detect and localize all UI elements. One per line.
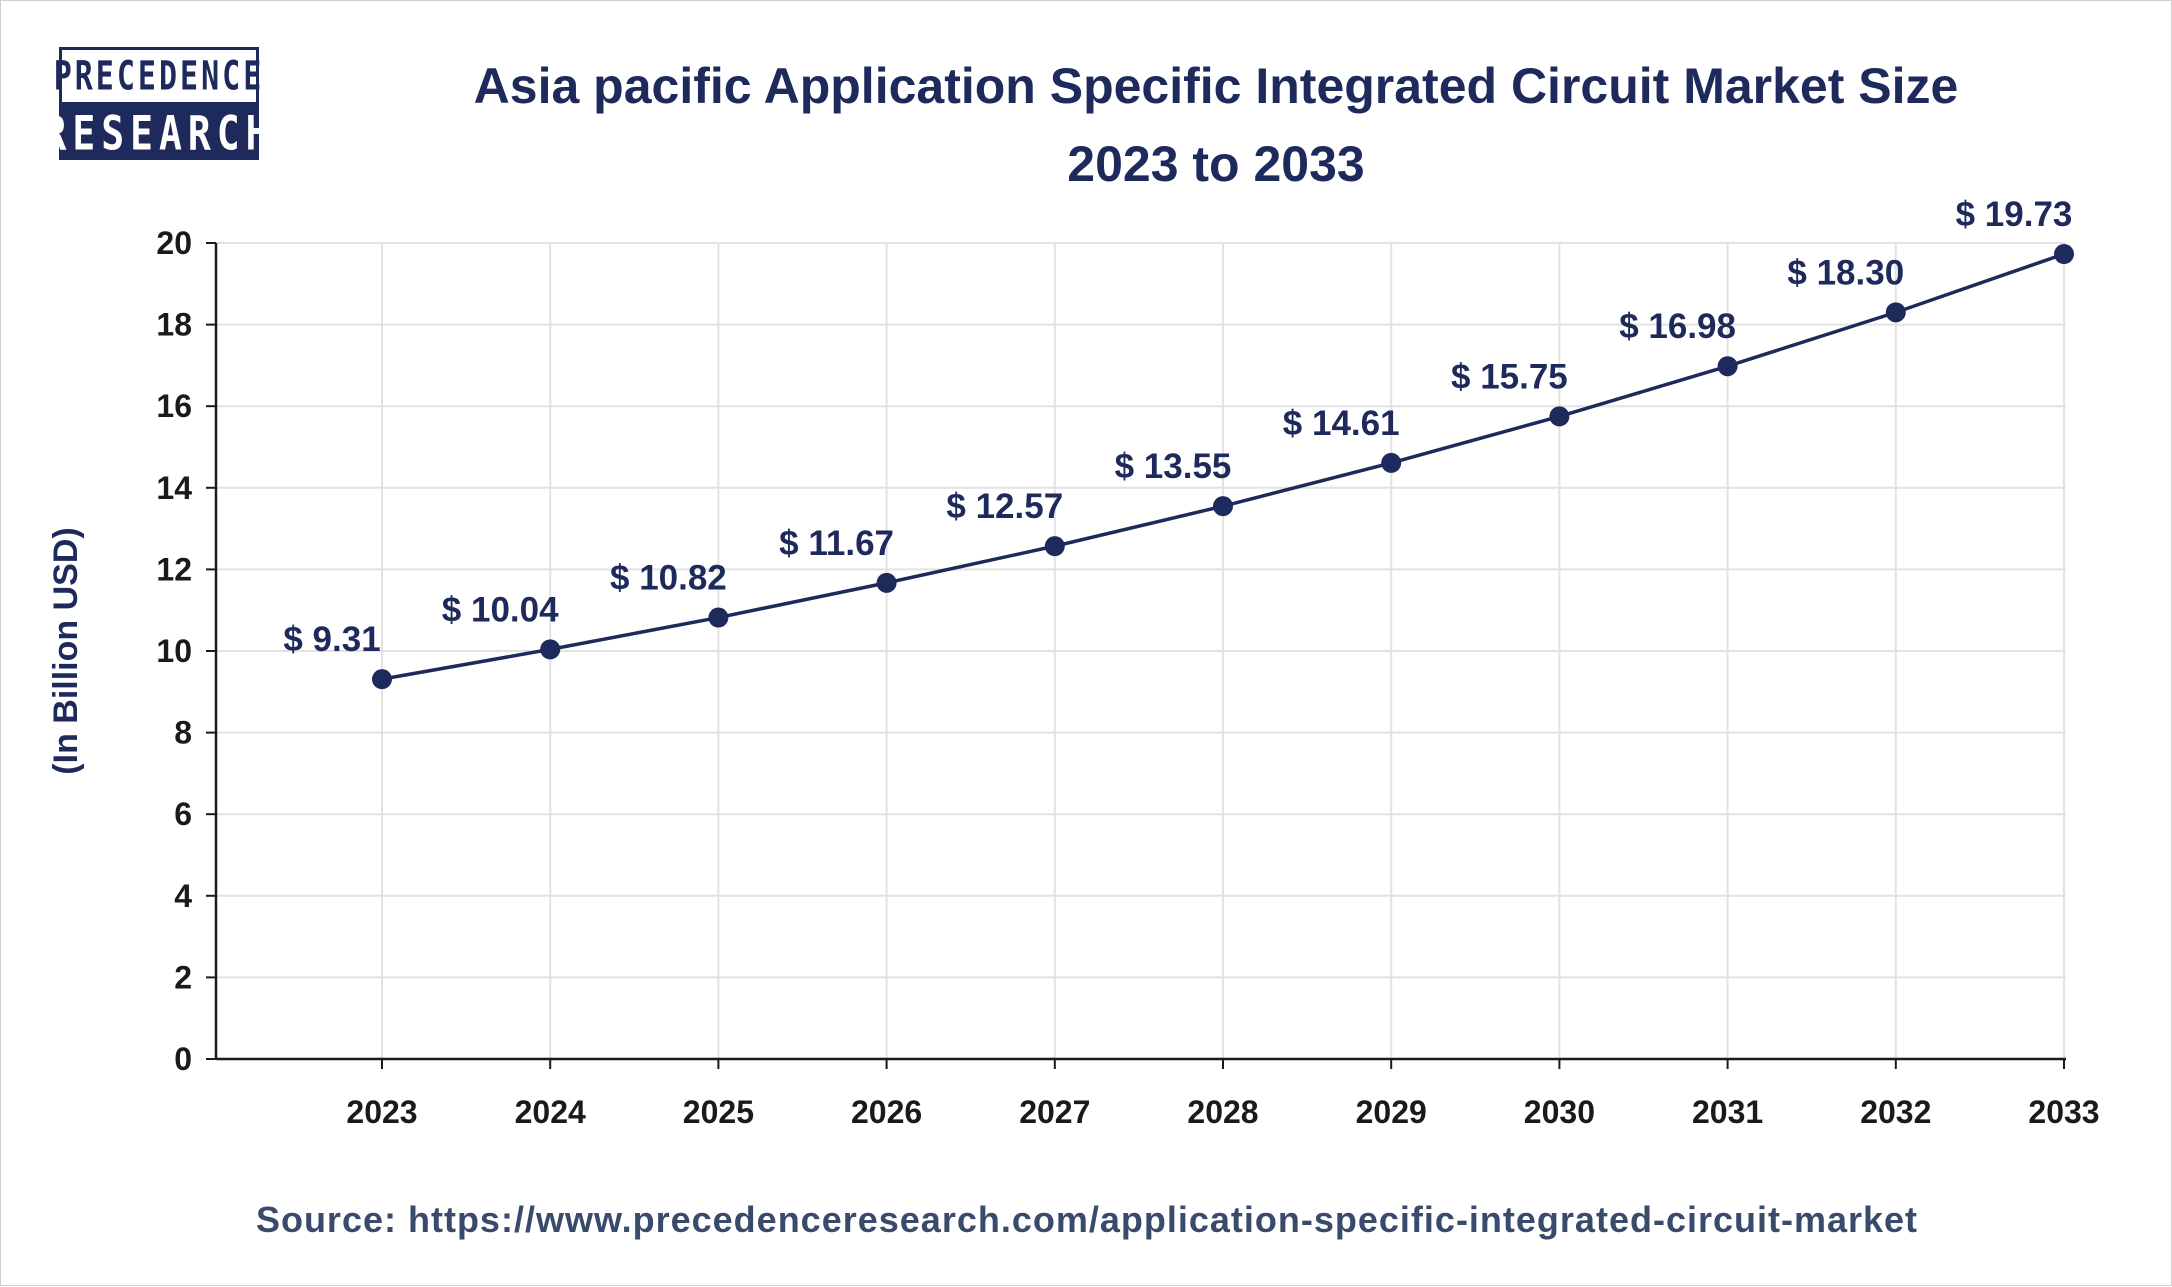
y-tick-label: 14 — [156, 470, 192, 506]
data-label: $ 14.61 — [1283, 404, 1400, 443]
data-point — [1717, 356, 1738, 377]
chart-title-line2: 2023 to 2033 — [1067, 136, 1365, 192]
source-footnote: Source: https://www.precedenceresearch.c… — [255, 1199, 1919, 1240]
y-tick-label: 2 — [174, 959, 192, 995]
x-tick-label: 2033 — [2028, 1094, 2099, 1130]
data-label: $ 9.31 — [283, 620, 380, 659]
x-tick-label: 2025 — [683, 1094, 754, 1130]
series-layer — [372, 244, 2074, 690]
data-point — [876, 572, 897, 593]
data-label: $ 18.30 — [1787, 253, 1904, 292]
data-point — [1885, 302, 1906, 323]
x-tick-label: 2028 — [1187, 1094, 1258, 1130]
data-point — [1549, 406, 1570, 427]
logo-bottom-band: RESEARCH — [43, 105, 269, 160]
logo-line2: RESEARCH — [43, 105, 275, 160]
x-tick-label: 2027 — [1019, 1094, 1090, 1130]
data-label: $ 13.55 — [1115, 447, 1232, 486]
data-label: $ 16.98 — [1619, 307, 1736, 346]
logo-top-band: PRECEDENCE — [54, 47, 261, 105]
data-point — [1213, 496, 1233, 517]
data-point — [2054, 244, 2074, 265]
x-tick-label: 2024 — [515, 1094, 586, 1130]
axis-layer: 0 2 4 6 8 10 12 14 16 18 20 2023 2024 2025 2026 2027 202… — [47, 225, 2100, 1130]
y-tick-label: 10 — [156, 633, 192, 669]
y-tick-label: 18 — [156, 307, 192, 343]
x-tick-label: 2029 — [1356, 1094, 1427, 1130]
y-tick-label: 0 — [174, 1041, 192, 1077]
y-tick-label: 20 — [156, 225, 192, 261]
data-label: $ 19.73 — [1956, 195, 2073, 234]
x-tick-label: 2026 — [851, 1094, 922, 1130]
x-tick-label: 2030 — [1524, 1094, 1595, 1130]
precedence-research-logo: PRECEDENCE RESEARCH — [43, 47, 269, 160]
y-tick-label: 6 — [174, 796, 192, 832]
data-point — [372, 669, 392, 690]
x-tick-label: 2032 — [1860, 1094, 1931, 1130]
data-label: $ 15.75 — [1451, 357, 1568, 396]
chart-title-line1: Asia pacific Application Specific Integr… — [473, 58, 1959, 114]
data-point — [540, 639, 561, 660]
y-axis-title: (In Billion USD) — [47, 527, 85, 774]
data-point — [1381, 452, 1402, 473]
x-tick-label: 2023 — [346, 1094, 417, 1130]
data-point — [708, 607, 729, 628]
x-tick-label: 2031 — [1692, 1094, 1763, 1130]
y-tick-label: 4 — [174, 878, 192, 914]
data-label: $ 12.57 — [946, 487, 1063, 526]
data-label: $ 10.82 — [610, 559, 727, 598]
y-tick-label: 16 — [156, 388, 192, 424]
data-point — [1044, 536, 1065, 557]
y-tick-label: 12 — [156, 551, 192, 587]
grid-layer — [216, 242, 2066, 1059]
data-label: $ 10.04 — [442, 590, 559, 629]
label-layer: $ 9.31 $ 10.04 $ 10.82 $ 11.67 $ 12.57 $ 13.5… — [283, 195, 2072, 659]
logo-line1: PRECEDENCE — [53, 52, 265, 100]
y-tick-label: 8 — [174, 715, 192, 751]
data-label: $ 11.67 — [779, 524, 894, 563]
